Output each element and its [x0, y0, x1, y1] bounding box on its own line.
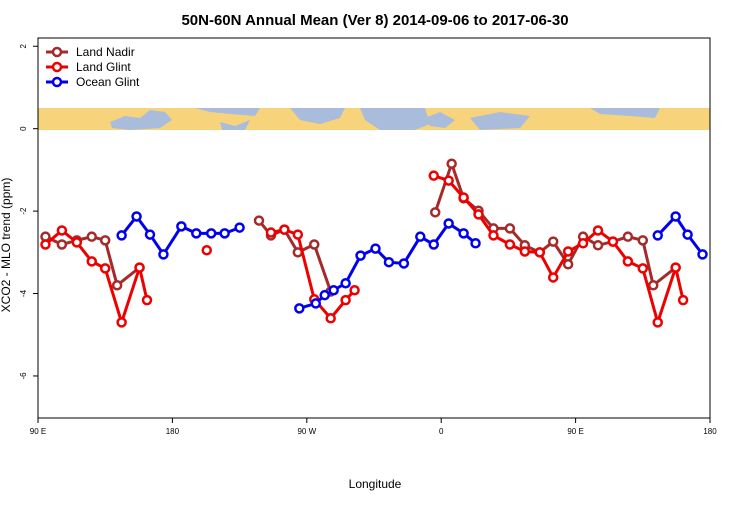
x-tick-label: 180	[703, 427, 717, 436]
point	[670, 211, 681, 222]
point	[534, 247, 546, 258]
point	[504, 239, 516, 250]
point	[458, 192, 469, 203]
point	[470, 237, 481, 249]
legend-marker	[51, 76, 63, 88]
point	[622, 256, 634, 267]
point	[652, 230, 663, 241]
point	[547, 236, 559, 247]
point	[458, 228, 469, 239]
point	[340, 277, 351, 289]
point	[325, 313, 336, 324]
point	[253, 215, 265, 226]
point	[116, 230, 127, 241]
point	[652, 317, 663, 328]
point	[562, 246, 574, 257]
point	[443, 218, 454, 229]
point	[309, 239, 320, 250]
point	[577, 237, 589, 249]
x-axis-label: Longitude	[349, 477, 402, 491]
point	[398, 258, 410, 269]
x-tick-label: 90 E	[30, 427, 46, 436]
point	[504, 223, 516, 234]
point	[99, 235, 111, 246]
point	[56, 239, 68, 250]
plot-frame	[37, 37, 711, 419]
point	[131, 211, 142, 222]
point	[86, 256, 98, 267]
point	[429, 207, 441, 218]
point	[622, 231, 634, 242]
point	[219, 228, 230, 239]
point	[547, 272, 559, 283]
x-tick-label: 0	[439, 427, 444, 436]
point	[370, 243, 381, 254]
point	[319, 289, 330, 301]
legend-label: Land Nadir	[76, 45, 135, 59]
point	[144, 229, 156, 240]
point	[607, 236, 619, 247]
point	[446, 158, 457, 169]
map-strip	[38, 108, 710, 130]
point	[111, 280, 123, 291]
legend-marker	[51, 46, 63, 58]
point	[428, 170, 439, 181]
point	[670, 262, 681, 273]
point	[191, 228, 202, 239]
point	[99, 263, 111, 274]
point	[176, 221, 187, 232]
y-tick-label: -6	[19, 372, 28, 380]
point	[677, 294, 689, 306]
point	[328, 284, 339, 296]
point	[71, 237, 83, 248]
point	[116, 317, 127, 328]
point	[134, 262, 145, 273]
y-axis-label: XCO2 - MLO trend (ppm)	[0, 178, 13, 313]
y-tick-label: -4	[19, 289, 28, 297]
y-tick-label: 0	[19, 126, 28, 131]
point	[86, 231, 98, 242]
point	[158, 249, 169, 260]
point	[592, 240, 604, 251]
point	[340, 294, 351, 306]
point	[473, 209, 484, 220]
point	[562, 259, 574, 270]
point	[349, 284, 360, 296]
point	[383, 256, 395, 268]
point	[415, 231, 426, 242]
point	[141, 294, 153, 306]
point	[355, 250, 366, 261]
y-tick-label: 2	[19, 43, 28, 48]
point	[443, 175, 454, 186]
legend-label: Ocean Glint	[76, 75, 140, 89]
legend-marker	[51, 61, 63, 73]
point	[310, 298, 322, 309]
point	[234, 222, 245, 233]
point	[279, 224, 290, 235]
x-tick-label: 180	[166, 427, 180, 436]
point	[697, 249, 708, 260]
chart-title: 50N-60N Annual Mean (Ver 8) 2014-09-06 t…	[181, 12, 568, 29]
point	[201, 245, 212, 256]
point	[648, 280, 659, 291]
point	[265, 227, 277, 238]
series-line	[656, 214, 704, 256]
legend-label: Land Glint	[76, 60, 131, 74]
point	[592, 225, 604, 236]
point	[637, 263, 649, 274]
point	[488, 230, 499, 241]
point	[292, 229, 304, 240]
point	[294, 303, 305, 314]
point	[428, 239, 439, 250]
point	[519, 246, 531, 257]
point	[40, 239, 51, 250]
point	[56, 225, 68, 236]
x-tick-label: 90 E	[567, 427, 583, 436]
x-tick-label: 90 W	[297, 427, 316, 436]
y-tick-label: -2	[19, 207, 28, 215]
point	[682, 229, 693, 240]
point	[205, 228, 217, 239]
point	[637, 235, 649, 246]
